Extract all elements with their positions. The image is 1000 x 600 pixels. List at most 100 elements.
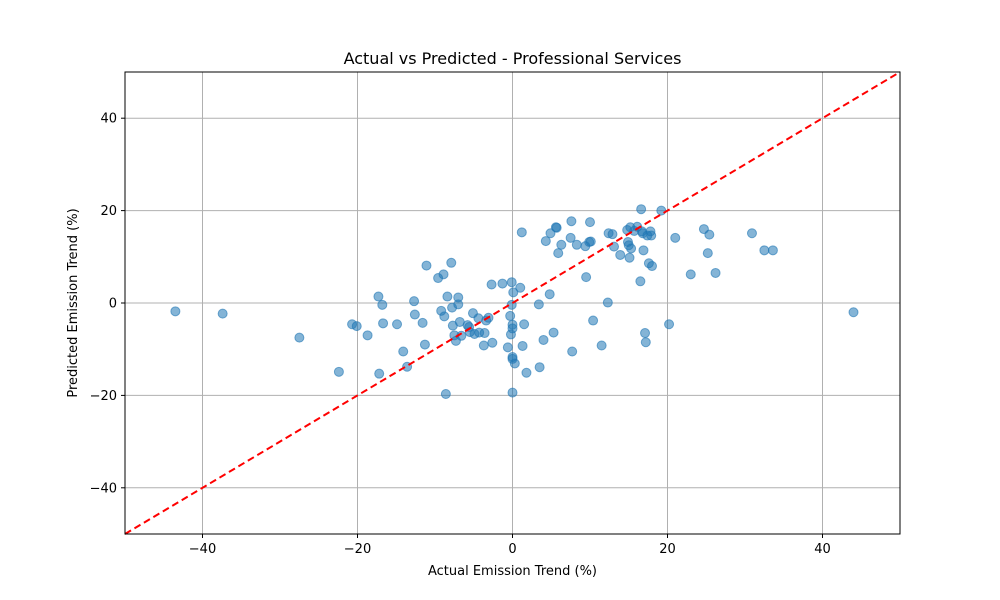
data-point bbox=[759, 245, 770, 256]
data-point bbox=[446, 257, 457, 268]
data-point bbox=[362, 330, 373, 341]
y-tick-label: 40 bbox=[100, 112, 117, 127]
data-point bbox=[377, 299, 388, 310]
data-point bbox=[507, 323, 518, 334]
data-point bbox=[417, 317, 428, 328]
data-point bbox=[704, 229, 715, 240]
data-point bbox=[515, 282, 526, 293]
data-point bbox=[294, 332, 305, 343]
data-point bbox=[596, 340, 607, 351]
data-point bbox=[640, 328, 651, 339]
data-point bbox=[636, 204, 647, 215]
data-point bbox=[534, 362, 545, 373]
data-point bbox=[607, 229, 618, 240]
y-tick-label: −20 bbox=[90, 389, 117, 404]
x-tick-label: 20 bbox=[659, 542, 676, 557]
data-point bbox=[421, 260, 432, 271]
y-axis-label: Predicted Emission Trend (%) bbox=[66, 208, 81, 397]
data-point bbox=[640, 337, 651, 348]
data-point bbox=[615, 249, 626, 260]
data-point bbox=[351, 321, 362, 332]
data-point bbox=[486, 279, 497, 290]
x-tick-label: 40 bbox=[814, 542, 831, 557]
data-point bbox=[567, 346, 578, 357]
data-point bbox=[517, 340, 528, 351]
data-point bbox=[497, 278, 508, 289]
data-point bbox=[440, 389, 451, 400]
x-tick-label: −20 bbox=[344, 542, 371, 557]
data-point bbox=[506, 277, 517, 288]
data-point bbox=[566, 216, 577, 227]
data-point bbox=[540, 236, 551, 247]
data-point bbox=[505, 310, 516, 321]
x-tick-label: −40 bbox=[189, 542, 216, 557]
data-point bbox=[438, 269, 449, 280]
data-point bbox=[670, 232, 681, 243]
y-tick-label: 0 bbox=[109, 297, 117, 312]
data-point bbox=[502, 342, 513, 353]
data-point bbox=[746, 228, 757, 239]
data-point bbox=[702, 248, 713, 259]
data-point bbox=[442, 291, 453, 302]
data-point bbox=[479, 328, 490, 339]
data-point bbox=[478, 340, 489, 351]
data-point bbox=[685, 269, 696, 280]
data-point bbox=[516, 227, 527, 238]
data-point bbox=[588, 315, 599, 326]
data-point bbox=[656, 205, 667, 216]
chart-title: Actual vs Predicted - Professional Servi… bbox=[344, 49, 682, 68]
data-point bbox=[544, 289, 555, 300]
x-axis-ticks: −40 −20 0 20 40 bbox=[189, 534, 831, 557]
data-point bbox=[217, 308, 228, 319]
y-tick-label: 20 bbox=[100, 204, 117, 219]
reference-line bbox=[124, 71, 901, 535]
data-point bbox=[409, 309, 420, 320]
data-point bbox=[664, 319, 675, 330]
data-point bbox=[439, 311, 450, 322]
data-point bbox=[374, 368, 385, 379]
data-point bbox=[333, 366, 344, 377]
data-point bbox=[521, 367, 532, 378]
data-point bbox=[419, 339, 430, 350]
y-axis-ticks: −40 −20 0 20 40 bbox=[90, 112, 125, 496]
data-point bbox=[646, 230, 657, 241]
data-point bbox=[533, 299, 544, 310]
data-point bbox=[453, 299, 464, 310]
data-point bbox=[508, 287, 519, 298]
data-point bbox=[409, 296, 420, 307]
data-point bbox=[519, 319, 530, 330]
data-point bbox=[638, 245, 649, 256]
data-point bbox=[170, 306, 181, 317]
data-point bbox=[581, 272, 592, 283]
data-point bbox=[710, 267, 721, 278]
data-point bbox=[647, 261, 657, 272]
data-point bbox=[378, 318, 389, 329]
data-point bbox=[635, 276, 646, 287]
data-point bbox=[626, 243, 637, 254]
data-point bbox=[392, 319, 403, 330]
x-axis-label: Actual Emission Trend (%) bbox=[428, 564, 597, 579]
reference-line-group bbox=[124, 71, 901, 535]
data-point bbox=[571, 239, 582, 250]
data-point bbox=[373, 291, 384, 302]
data-point bbox=[848, 307, 859, 318]
data-point bbox=[551, 222, 562, 233]
data-points bbox=[170, 204, 859, 400]
data-point bbox=[509, 358, 520, 369]
data-point bbox=[538, 334, 549, 345]
data-point bbox=[556, 239, 567, 250]
data-point bbox=[624, 252, 635, 263]
data-point bbox=[548, 327, 559, 338]
data-point bbox=[602, 297, 613, 308]
data-point bbox=[585, 236, 596, 247]
data-point bbox=[398, 346, 409, 357]
x-tick-label: 0 bbox=[508, 542, 516, 557]
data-point bbox=[553, 248, 564, 259]
y-tick-label: −40 bbox=[90, 481, 117, 496]
data-point bbox=[507, 387, 518, 398]
data-point bbox=[585, 217, 595, 228]
data-point bbox=[767, 245, 778, 256]
data-point bbox=[565, 232, 576, 243]
data-point bbox=[487, 337, 498, 348]
